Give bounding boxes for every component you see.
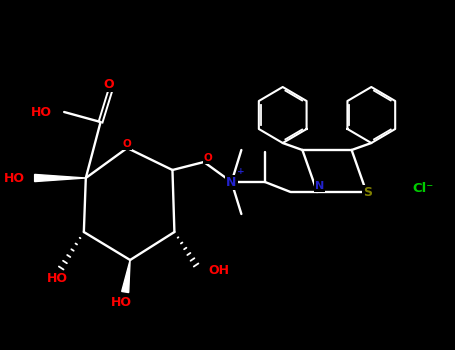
Polygon shape [35,174,86,182]
Text: S: S [363,186,372,198]
Text: O: O [123,139,131,149]
Text: N: N [314,181,324,191]
Text: OH: OH [209,265,230,278]
Polygon shape [121,260,130,293]
Text: O: O [103,77,114,91]
Text: HO: HO [47,272,68,285]
Text: Cl⁻: Cl⁻ [412,182,433,195]
Text: O: O [203,153,212,163]
Text: HO: HO [111,295,132,308]
Text: HO: HO [4,172,25,184]
Text: +: + [237,168,244,176]
Text: N: N [226,175,237,189]
Text: HO: HO [31,105,52,119]
